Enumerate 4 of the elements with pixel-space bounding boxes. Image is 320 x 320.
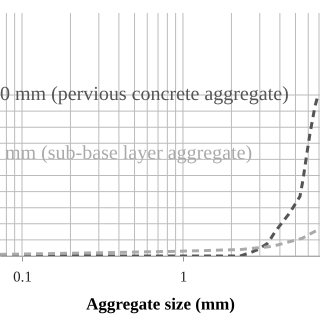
x-tick-label: 1 <box>180 270 188 286</box>
series-label: 0 mm (pervious concrete aggregate) <box>0 83 289 105</box>
x-tick-label: 0.1 <box>13 270 32 286</box>
x-axis-title: Aggregate size (mm) <box>86 294 235 314</box>
